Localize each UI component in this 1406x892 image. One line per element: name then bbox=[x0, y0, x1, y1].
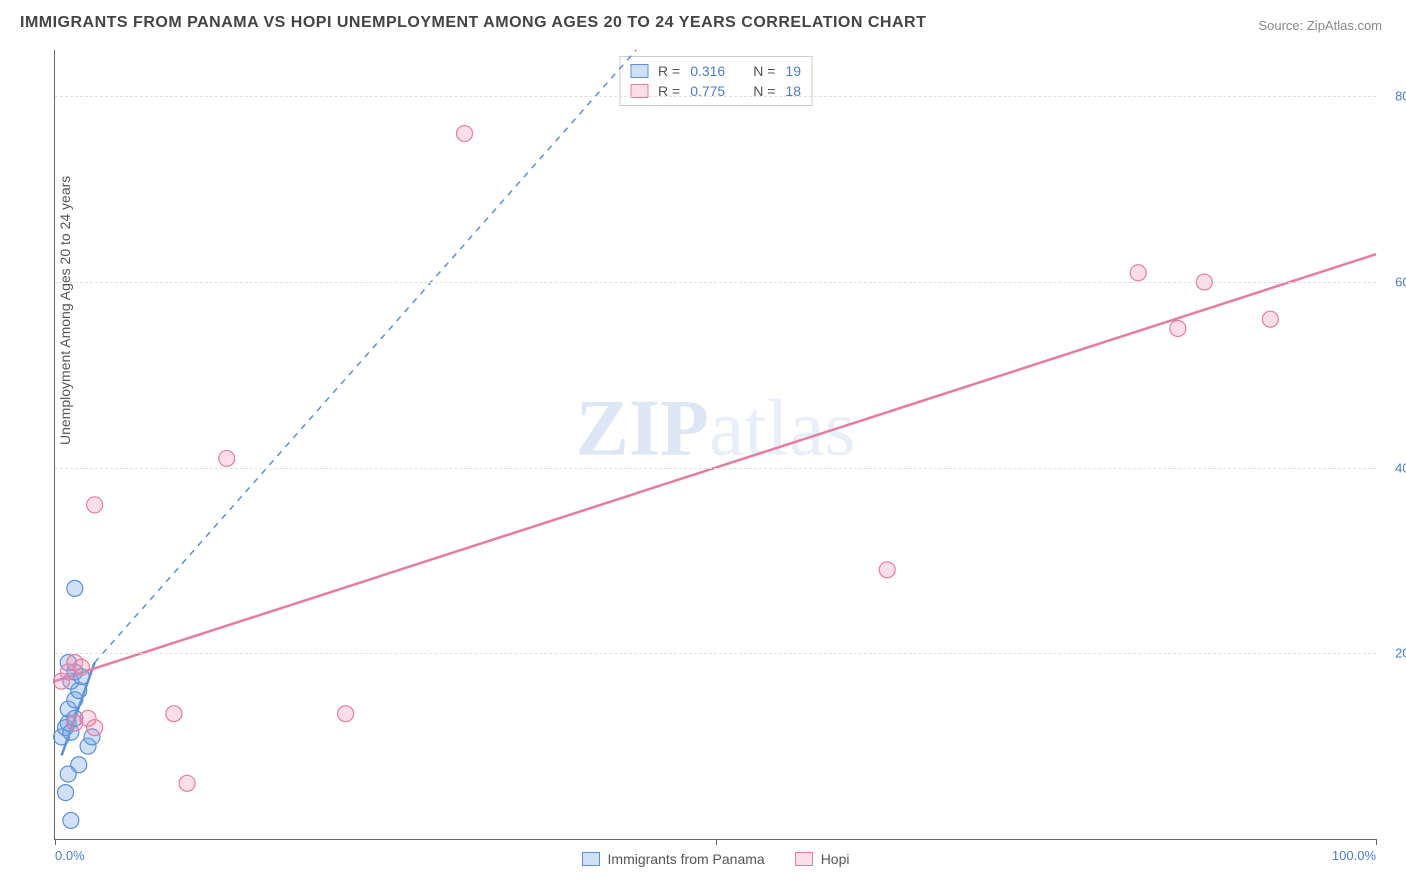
swatch-hopi bbox=[795, 852, 813, 866]
swatch-panama bbox=[582, 852, 600, 866]
data-point bbox=[1130, 265, 1146, 281]
x-tick-label: 0.0% bbox=[55, 848, 85, 863]
plot-area: Unemployment Among Ages 20 to 24 years Z… bbox=[54, 50, 1376, 840]
data-point bbox=[166, 706, 182, 722]
data-point bbox=[73, 659, 89, 675]
x-tick bbox=[55, 839, 56, 845]
x-tick-label: 100.0% bbox=[1332, 848, 1376, 863]
trend-line bbox=[95, 50, 637, 663]
gridline bbox=[55, 653, 1376, 654]
data-point bbox=[179, 775, 195, 791]
gridline bbox=[55, 468, 1376, 469]
y-tick-label: 60.0% bbox=[1395, 275, 1406, 290]
data-point bbox=[1262, 311, 1278, 327]
data-point bbox=[58, 785, 74, 801]
data-point bbox=[219, 450, 235, 466]
series-legend: Immigrants from Panama Hopi bbox=[582, 851, 850, 867]
source-label: Source: ZipAtlas.com bbox=[1258, 18, 1382, 33]
data-point bbox=[338, 706, 354, 722]
data-point bbox=[60, 766, 76, 782]
data-point bbox=[1170, 320, 1186, 336]
data-point bbox=[63, 812, 79, 828]
y-tick-label: 20.0% bbox=[1395, 646, 1406, 661]
data-point bbox=[67, 580, 83, 596]
x-tick bbox=[1376, 839, 1377, 845]
legend-label-hopi: Hopi bbox=[821, 851, 850, 867]
gridline bbox=[55, 96, 1376, 97]
legend-label-panama: Immigrants from Panama bbox=[608, 851, 765, 867]
chart-title: IMMIGRANTS FROM PANAMA VS HOPI UNEMPLOYM… bbox=[20, 14, 926, 32]
gridline bbox=[55, 282, 1376, 283]
x-tick bbox=[716, 839, 717, 845]
data-point bbox=[87, 497, 103, 513]
data-point bbox=[457, 126, 473, 142]
y-tick-label: 40.0% bbox=[1395, 460, 1406, 475]
data-point bbox=[80, 710, 96, 726]
y-tick-label: 80.0% bbox=[1395, 89, 1406, 104]
legend-item-hopi: Hopi bbox=[795, 851, 850, 867]
legend-item-panama: Immigrants from Panama bbox=[582, 851, 765, 867]
plot-svg bbox=[55, 50, 1376, 839]
data-point bbox=[879, 562, 895, 578]
